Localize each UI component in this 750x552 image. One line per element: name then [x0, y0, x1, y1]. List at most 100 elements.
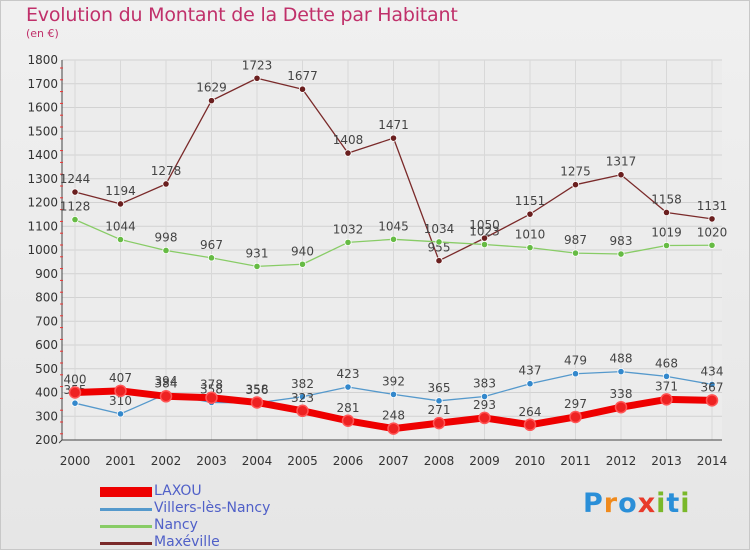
point-maxeville-11 [571, 181, 580, 189]
data-label-laxou-0: 400 [64, 373, 87, 387]
y-tick-label-16: 1800 [27, 53, 58, 67]
point-villers-les-nancy-14 [708, 380, 716, 389]
data-label-maxeville-1: 1194 [105, 184, 136, 198]
x-tick-label-3: 2003 [196, 454, 227, 468]
data-label-laxou-5: 323 [291, 391, 314, 405]
point-villers-les-nancy-1 [116, 410, 125, 418]
x-tick-label-5: 2005 [287, 454, 318, 468]
x-tick-label-10: 2010 [515, 454, 546, 468]
point-nancy-7 [389, 235, 398, 243]
legend-swatch-maxeville [100, 541, 152, 545]
point-laxou-14 [705, 394, 719, 407]
x-tick-label-0: 2000 [60, 454, 91, 468]
x-tick-label-4: 2004 [242, 454, 273, 468]
point-nancy-3 [207, 254, 216, 262]
data-label-laxou-2: 384 [155, 376, 178, 390]
point-nancy-0 [71, 216, 79, 224]
data-label-nancy-13: 1019 [651, 225, 682, 239]
y-tick-label-14: 1600 [27, 101, 58, 115]
y-tick-label-1: 300 [35, 409, 58, 423]
x-tick-label-2: 2002 [151, 454, 182, 468]
data-label-villers-les-nancy-6: 423 [337, 367, 360, 381]
x-tick-label-12: 2012 [606, 454, 637, 468]
chart-title: Evolution du Montant de la Dette par Hab… [26, 4, 458, 26]
point-villers-les-nancy-7 [389, 390, 398, 398]
data-label-nancy-4: 931 [246, 246, 269, 260]
x-tick-label-8: 2008 [424, 454, 455, 468]
data-label-villers-les-nancy-3: 358 [200, 382, 223, 396]
data-label-villers-les-nancy-7: 392 [382, 374, 405, 388]
point-maxeville-13 [662, 208, 671, 217]
point-maxeville-14 [708, 215, 716, 223]
logo-letter: i [680, 488, 691, 519]
point-laxou-6 [341, 414, 355, 428]
y-tick-label-3: 500 [35, 362, 58, 376]
logo-letter: r [603, 488, 619, 519]
data-label-villers-les-nancy-11: 479 [564, 354, 587, 368]
point-maxeville-7 [389, 134, 398, 142]
point-maxeville-10 [526, 210, 534, 218]
point-nancy-13 [662, 241, 671, 250]
y-tick-label-10: 1200 [27, 196, 58, 210]
data-label-nancy-11: 987 [564, 233, 587, 247]
point-laxou-1 [114, 384, 127, 398]
data-label-maxeville-3: 1629 [196, 81, 227, 95]
data-label-laxou-11: 297 [564, 397, 587, 411]
point-nancy-12 [617, 250, 625, 258]
logo-letter: x [637, 488, 657, 519]
point-nancy-6 [344, 238, 352, 246]
point-maxeville-8 [435, 257, 443, 265]
data-label-villers-les-nancy-14: 434 [701, 364, 724, 378]
y-tick-label-7: 900 [35, 267, 58, 281]
data-label-maxeville-10: 1151 [515, 194, 546, 208]
data-label-maxeville-14: 1131 [697, 199, 728, 213]
point-laxou-8 [432, 416, 446, 430]
point-maxeville-4 [253, 74, 261, 82]
logo-letter: o [618, 488, 638, 519]
data-label-laxou-14: 367 [701, 380, 724, 394]
point-laxou-13 [660, 393, 673, 406]
legend-swatch-laxou [100, 487, 152, 497]
data-label-nancy-12: 983 [610, 234, 633, 248]
data-label-villers-les-nancy-10: 437 [519, 364, 542, 378]
data-label-laxou-12: 338 [610, 387, 633, 401]
y-tick-label-15: 1700 [27, 77, 58, 91]
data-label-villers-les-nancy-1: 310 [109, 394, 132, 408]
data-label-laxou-13: 371 [655, 379, 678, 393]
data-label-nancy-2: 998 [155, 230, 178, 244]
legend-swatch-villers-les-nancy [100, 507, 152, 511]
point-laxou-9 [478, 411, 491, 425]
data-label-maxeville-11: 1275 [560, 165, 591, 179]
data-label-villers-les-nancy-12: 488 [610, 352, 633, 366]
y-tick-label-6: 800 [35, 291, 58, 305]
data-label-laxou-3: 378 [200, 378, 223, 392]
data-label-maxeville-12: 1317 [606, 155, 637, 169]
x-tick-label-9: 2009 [469, 454, 500, 468]
data-label-nancy-0: 1128 [60, 200, 91, 214]
data-label-maxeville-8: 955 [428, 241, 451, 255]
point-laxou-2 [159, 390, 173, 403]
point-maxeville-6 [344, 149, 352, 157]
data-label-maxeville-9: 1050 [469, 218, 500, 232]
data-label-maxeville-7: 1471 [378, 118, 409, 132]
y-tick-label-9: 1100 [27, 219, 58, 233]
point-laxou-10 [523, 418, 537, 432]
data-label-villers-les-nancy-8: 365 [428, 381, 451, 395]
data-label-maxeville-13: 1158 [651, 192, 682, 206]
data-label-nancy-1: 1044 [105, 220, 136, 234]
point-nancy-8 [435, 238, 443, 246]
point-laxou-3 [205, 391, 218, 404]
point-maxeville-2 [162, 180, 170, 188]
data-label-villers-les-nancy-5: 382 [291, 377, 314, 391]
y-tick-label-4: 600 [35, 338, 58, 352]
point-nancy-14 [708, 241, 716, 249]
legend-label-maxeville: Maxéville [154, 534, 220, 550]
x-tick-label-6: 2006 [333, 454, 364, 468]
data-label-laxou-9: 293 [473, 398, 496, 412]
y-tick-label-2: 400 [35, 386, 58, 400]
data-label-nancy-5: 940 [291, 244, 314, 258]
point-villers-les-nancy-10 [526, 380, 534, 388]
point-laxou-7 [387, 422, 400, 435]
data-label-laxou-1: 407 [109, 371, 132, 385]
